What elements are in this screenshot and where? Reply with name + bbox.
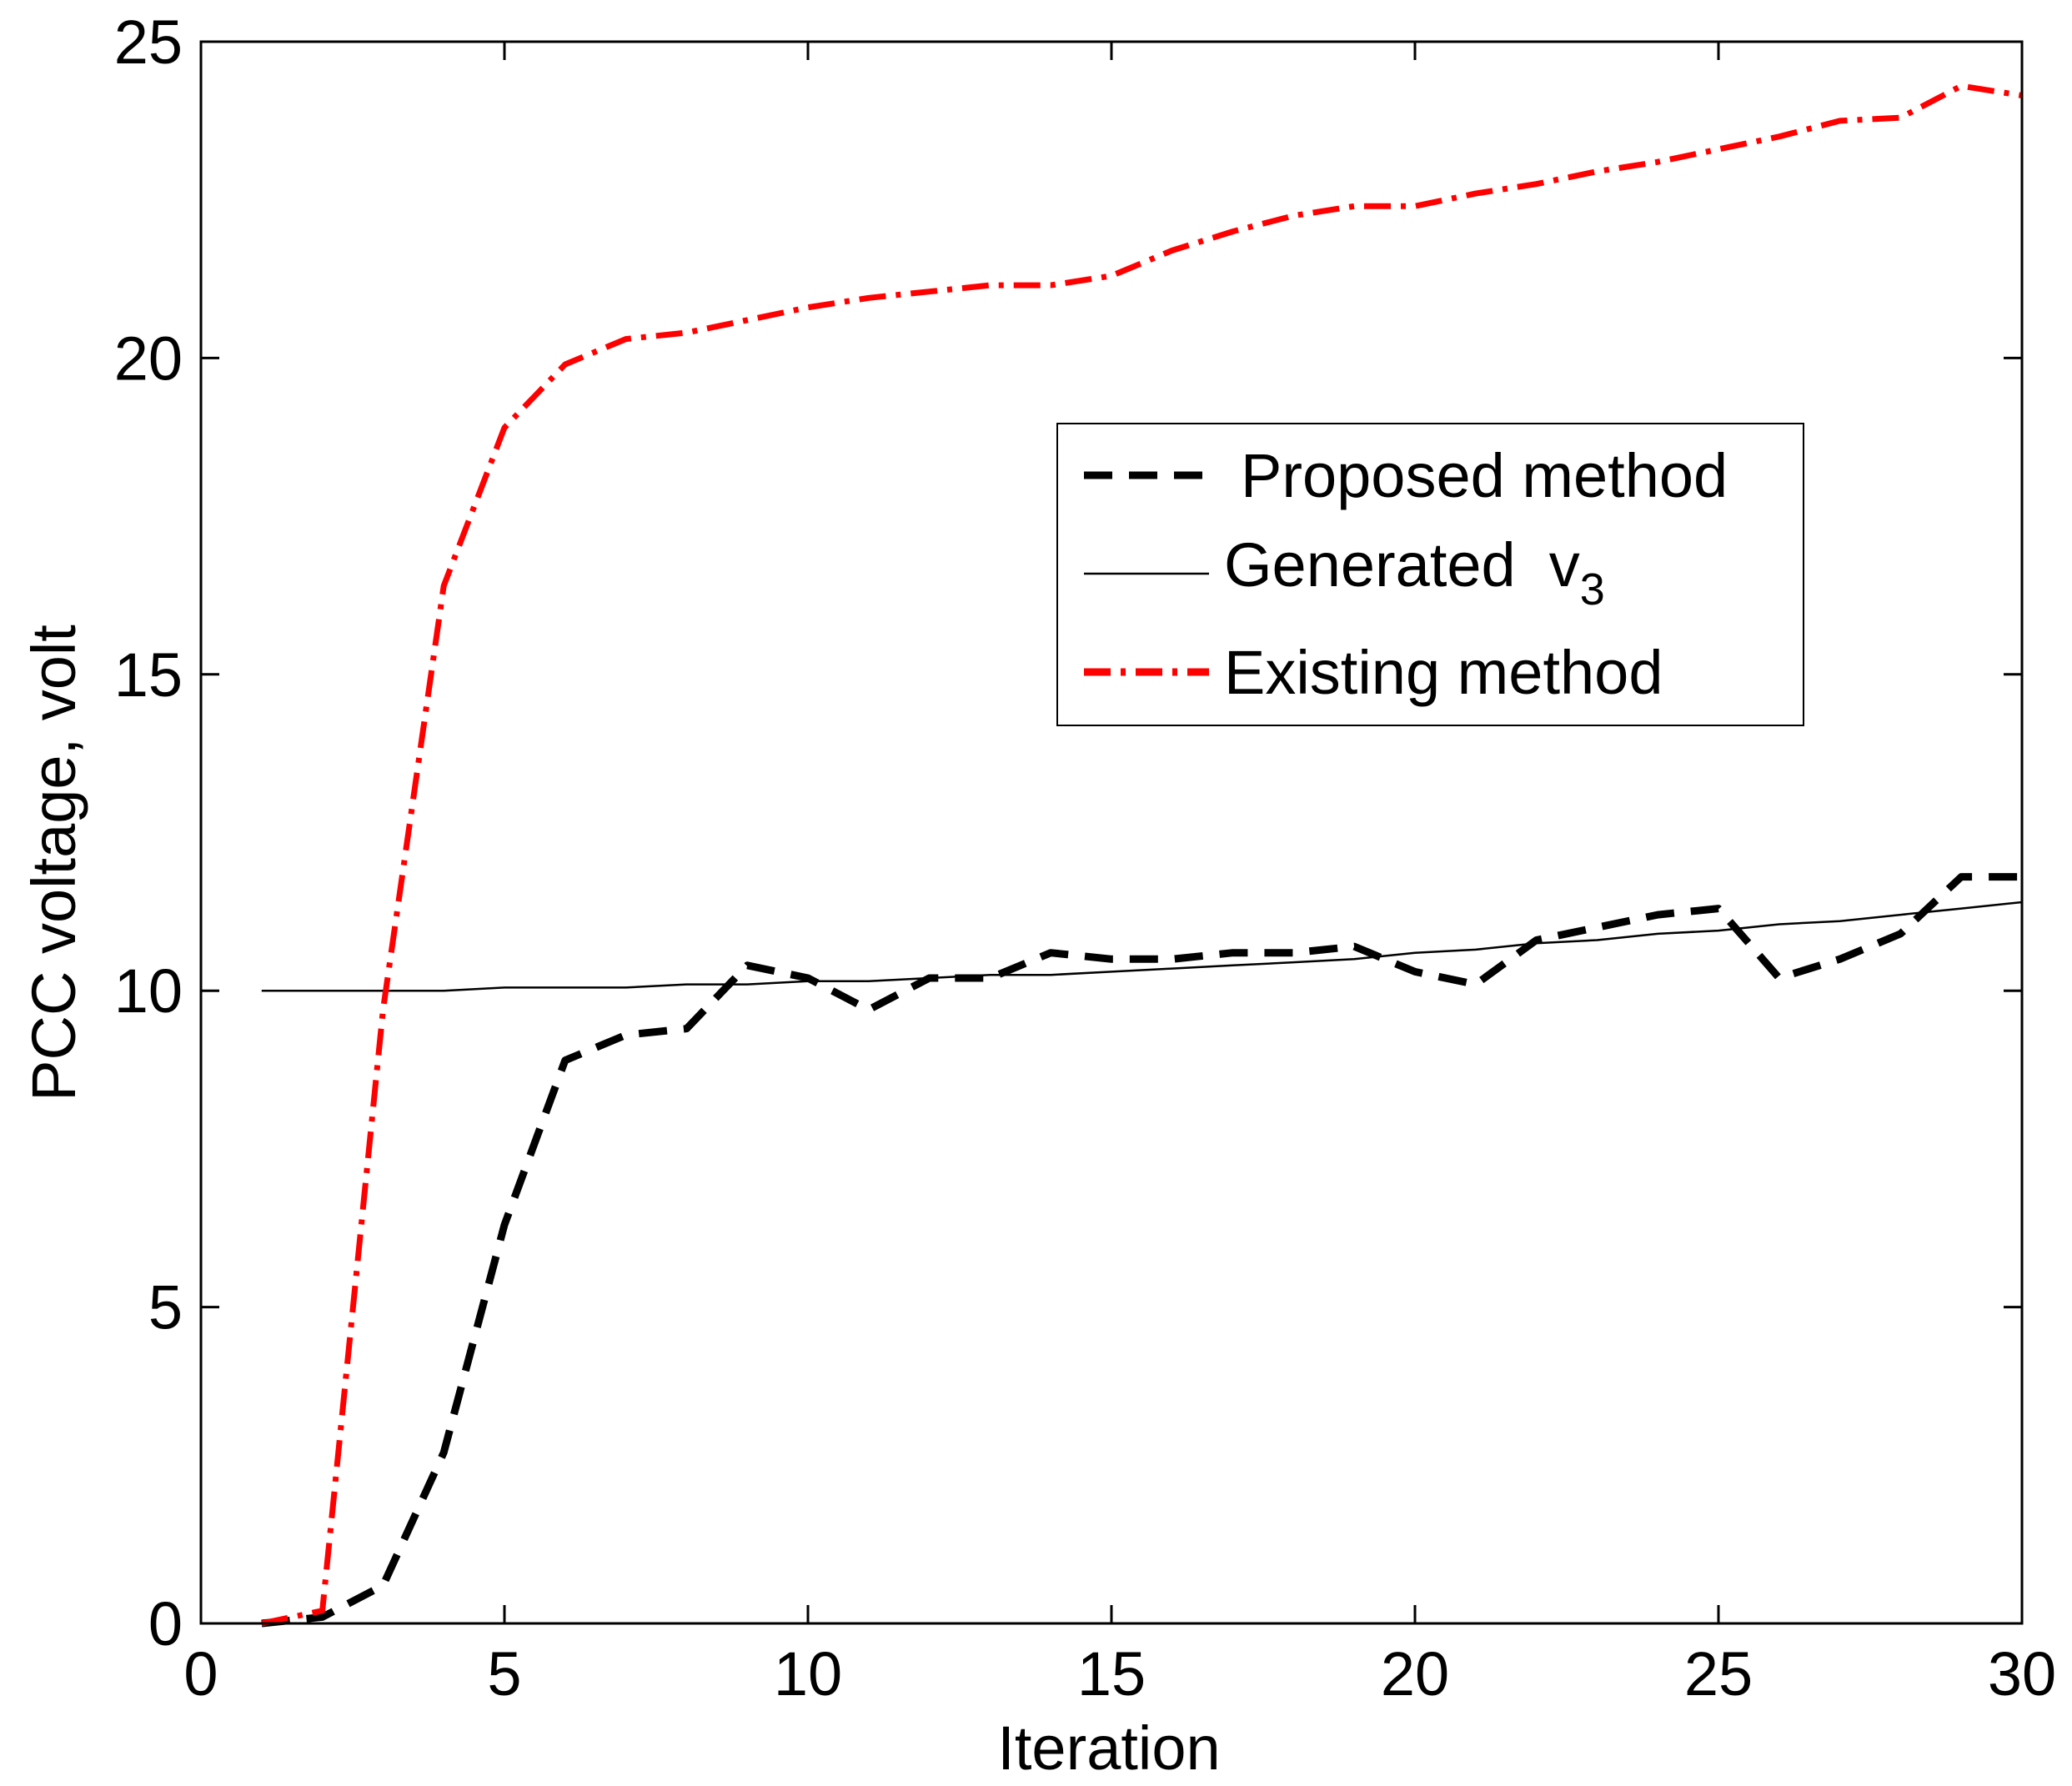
x-tick-label: 15 [1077,1639,1146,1708]
legend-label-existing: Existing method [1224,638,1663,707]
x-tick-label: 30 [1988,1639,2056,1708]
series-line-proposed-method [261,873,2022,1628]
x-tick-label: 20 [1381,1639,1449,1708]
axis-ticks [199,40,2024,1625]
y-tick-label: 10 [114,956,183,1026]
y-axis-title: PCC voltage, volt [19,625,88,1101]
x-tick-label: 0 [183,1639,218,1708]
x-tick-label: 10 [774,1639,842,1708]
legend: Proposed method Generated v3 Existing met… [1056,423,1804,726]
y-tick-label: 20 [114,324,183,393]
legend-label-proposed: Proposed method [1241,441,1728,510]
x-axis-title: Iteration [997,1713,1220,1783]
legend-label-generated: Generated v3 [1224,530,1605,615]
y-tick-label: 5 [148,1273,183,1342]
legend-label-generated-subscript: 3 [1580,564,1605,615]
legend-label-generated-var: v [1549,530,1580,600]
plot-frame [199,40,2024,1625]
tick-labels: 0 5 10 15 20 25 30 0 5 10 15 20 25 [114,8,2056,1708]
y-tick-label: 15 [114,640,183,710]
series-line-generated-v3 [261,901,2023,992]
plot-series [261,83,2023,1628]
x-tick-label: 25 [1684,1639,1753,1708]
legend-label-generated-text: Generated [1224,530,1516,600]
x-tick-label: 5 [487,1639,521,1708]
series-line-existing-method [261,83,2023,1627]
y-tick-label: 25 [114,8,183,77]
y-tick-label: 0 [148,1589,183,1658]
